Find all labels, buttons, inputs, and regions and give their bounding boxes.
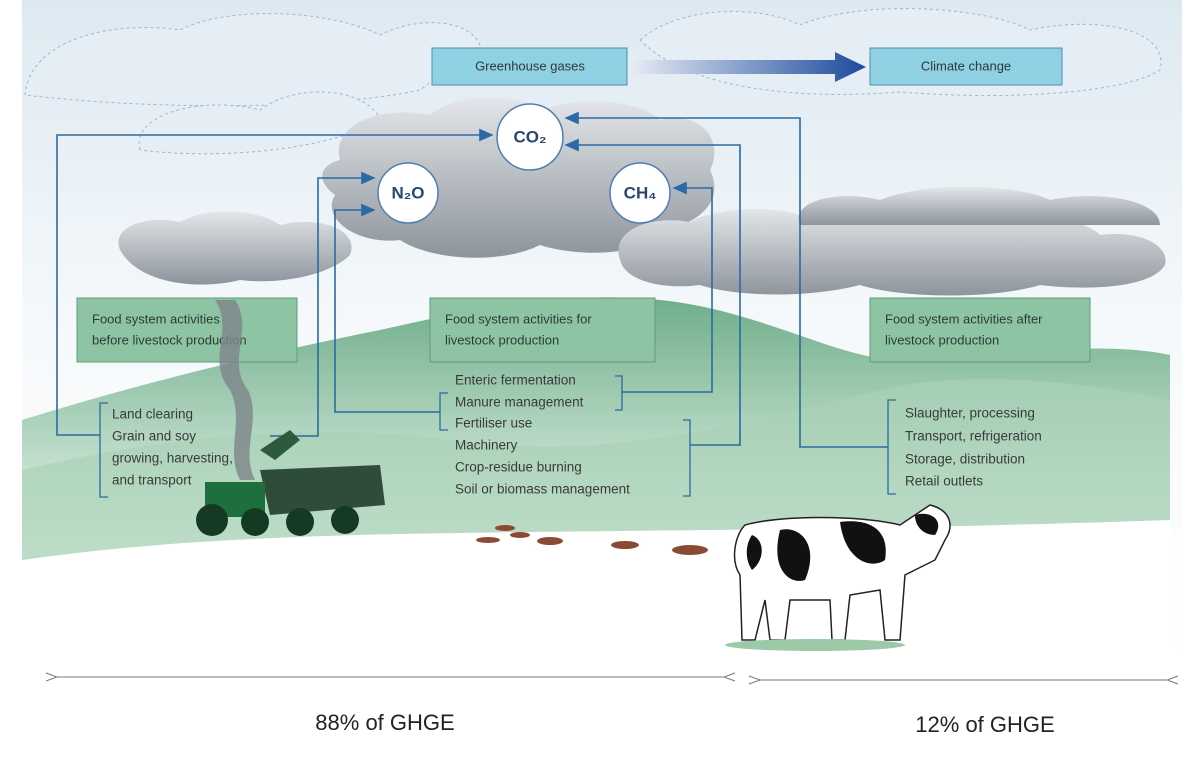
- activity: Transport, refrigeration: [905, 429, 1042, 444]
- activity: Manure management: [455, 395, 584, 410]
- activity: Slaughter, processing: [905, 406, 1035, 421]
- activity: Storage, distribution: [905, 452, 1025, 467]
- stage-title: Food system activities for: [445, 311, 592, 326]
- gas-label: CH₄: [624, 183, 657, 202]
- activity: Retail outlets: [905, 474, 983, 489]
- climate-change-label: Climate change: [921, 58, 1011, 73]
- stage-title: Food system activities: [92, 311, 220, 326]
- activity: Fertiliser use: [455, 416, 532, 431]
- page: Greenhouse gases Climate change CO₂ N₂O …: [0, 0, 1187, 757]
- activity: Land clearing: [112, 407, 193, 422]
- diagram: Greenhouse gases Climate change CO₂ N₂O …: [0, 0, 1187, 757]
- gas-label: CO₂: [513, 127, 546, 146]
- stage-box: [77, 298, 297, 362]
- activity: growing, harvesting,: [112, 451, 233, 466]
- stage-title: livestock production: [885, 332, 999, 347]
- share-label: 88% of GHGE: [315, 710, 454, 735]
- share-label: 12% of GHGE: [915, 712, 1054, 737]
- activity: Machinery: [455, 438, 518, 453]
- stage-title: livestock production: [445, 332, 559, 347]
- activity: Crop-residue burning: [455, 460, 582, 475]
- gas-label: N₂O: [391, 183, 424, 202]
- stage-title: Food system activities after: [885, 311, 1043, 326]
- activity: Soil or biomass management: [455, 482, 630, 497]
- stage-box: [870, 298, 1090, 362]
- activity: Grain and soy: [112, 429, 196, 444]
- activity: and transport: [112, 473, 192, 488]
- greenhouse-gases-label: Greenhouse gases: [475, 58, 585, 73]
- stage-box: [430, 298, 655, 362]
- activity: Enteric fermentation: [455, 373, 576, 388]
